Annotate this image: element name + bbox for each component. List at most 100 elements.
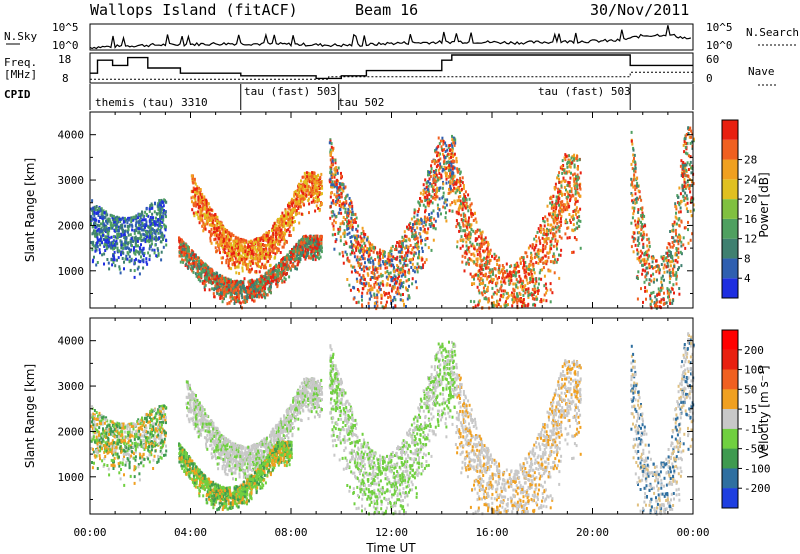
power-swatch-3 (722, 218, 738, 239)
x-tick-label-5: 20:00 (576, 526, 609, 539)
nave-series (90, 71, 693, 80)
power-scatter (90, 126, 695, 311)
vel-swatch-rev-5 (722, 428, 738, 449)
cpid-segment-3: tau (fast) 503 (538, 85, 631, 98)
vel-vel-late (630, 332, 695, 516)
power-echo-stripes (328, 134, 457, 311)
cpid-segment-0: themis (tau) 3310 (95, 96, 208, 109)
noise-sky-series (89, 25, 692, 50)
vel-swatch-rev-6 (722, 448, 738, 469)
vel-swatch-rev-1 (722, 349, 738, 370)
power-swatch-4 (722, 199, 738, 219)
vel-swatch-rev-8 (722, 488, 738, 508)
power-tick-label-4: 20 (744, 193, 757, 206)
date-label: 30/Nov/2011 (590, 1, 689, 19)
x-axis: 00:00 04:00 08:00 12:00 16:00 20:00 00:00 (73, 526, 709, 539)
vel-ytick-label-1: 2000 (58, 425, 85, 438)
power-swatch-2 (722, 238, 738, 259)
nave-label: Nave (748, 65, 775, 78)
power-tick-label-3: 16 (744, 213, 757, 226)
freq-panel-frame (89, 52, 694, 84)
power-tick-label-0: 4 (744, 272, 751, 285)
power-swatch-5 (722, 179, 738, 200)
vel-swatch-rev-2 (722, 369, 738, 390)
power-ytick-label-3: 4000 (58, 129, 85, 142)
noise-left-tick-bottom: 10^0 (52, 39, 79, 52)
station-title: Wallops Island (fitACF) (90, 1, 298, 19)
freq-right-tick-top: 60 (706, 53, 719, 66)
vel-swatch-rev-3 (722, 389, 738, 410)
power-y-label: Slant Range [km] (23, 158, 37, 262)
vel-vel-stripes (328, 340, 457, 516)
vel-swatch-rev-4 (722, 409, 738, 429)
power-axis: 1000 2000 3000 4000 (58, 111, 694, 308)
cpid-boundaries (240, 84, 631, 110)
power-echo-u-upper (190, 171, 324, 281)
vel-tick-label-0: 200 (744, 344, 764, 357)
power-ytick-label-0: 1000 (58, 265, 85, 278)
power-swatch-7 (722, 139, 738, 160)
x-tick-label-2: 08:00 (274, 526, 307, 539)
vel-swatch-rev-0 (722, 330, 738, 350)
power-tick-label-5: 24 (744, 173, 758, 186)
vel-tick-label-2: 50 (744, 383, 757, 396)
freq-label: Freq. (4, 56, 37, 69)
power-colorbar-label: Power [dB] (757, 172, 771, 237)
x-tick-label-1: 04:00 (174, 526, 207, 539)
power-swatch-1 (722, 258, 738, 279)
vel-ytick-label-2: 3000 (58, 380, 85, 393)
x-tick-label-0: 00:00 (73, 526, 106, 539)
freq-left-tick-bottom: 8 (62, 72, 69, 85)
power-echo-early (90, 198, 168, 279)
noise-right-tick-top: 10^5 (706, 21, 733, 34)
x-axis-label: Time UT (365, 541, 416, 554)
vel-tick-label-6: -100 (744, 462, 771, 475)
noise-search-label: N.Search (746, 26, 799, 39)
freq-unit-label: [MHz] (4, 68, 37, 81)
vel-tick-label-4: -15 (744, 423, 764, 436)
power-echo-late (630, 126, 695, 310)
velocity-scatter (90, 332, 695, 516)
power-swatch-6 (722, 159, 738, 180)
noise-left-tick-top: 10^5 (52, 21, 79, 34)
power-swatch-0 (722, 278, 738, 298)
noise-right-tick-bottom: 10^0 (706, 39, 733, 52)
power-tick-label-1: 8 (744, 252, 751, 265)
power-echo-u-lower (178, 234, 323, 310)
noise-sky-label: N.Sky (4, 30, 37, 43)
power-ytick-label-1: 2000 (58, 219, 85, 232)
power-colorbar: 4 8 12 16 20 24 28 (721, 119, 758, 299)
cpid-segment-1: tau (fast) 503 (244, 85, 337, 98)
vel-tick-label-7: -200 (744, 482, 771, 495)
vel-ytick-label-0: 1000 (58, 471, 85, 484)
power-swatch-8 (722, 120, 738, 140)
vel-vel-u (185, 377, 324, 487)
power-tick-label-6: 28 (744, 154, 757, 167)
x-tick-label-3: 12:00 (375, 526, 408, 539)
vel-tick-label-5: -50 (744, 443, 764, 456)
velocity-y-label: Slant Range [km] (23, 364, 37, 468)
power-frame (721, 119, 739, 299)
velocity-axis: 1000 2000 3000 4000 (58, 317, 694, 514)
freq-left-tick-top: 18 (58, 53, 71, 66)
noise-panel-frame (89, 23, 694, 51)
power-ytick-label-2: 3000 (58, 174, 85, 187)
cpid-segment-2: tau 502 (338, 96, 384, 109)
x-tick-label-4: 16:00 (475, 526, 508, 539)
x-tick-label-6: 00:00 (676, 526, 709, 539)
vel-vel-lower (178, 440, 293, 512)
cpid-label: CPID (4, 88, 31, 101)
power-tick-label-2: 12 (744, 233, 757, 246)
vel-swatch-rev-7 (722, 468, 738, 489)
vel-ytick-label-3: 4000 (58, 335, 85, 348)
vel-vel-early (90, 404, 168, 487)
velocity-colorbar: 200 100 50 15 -15 -50 -100 -200 (721, 329, 771, 509)
velocity-colorbar-label: Velocity [m s⁻¹] (757, 365, 771, 458)
vel-vel-sparse (454, 359, 582, 516)
vel-tick-label-1: 100 (744, 364, 764, 377)
vel-tick-label-3: 15 (744, 403, 757, 416)
beam-label: Beam 16 (355, 1, 418, 19)
power-echo-sparse (454, 153, 582, 310)
freq-right-tick-bottom: 0 (706, 72, 713, 85)
